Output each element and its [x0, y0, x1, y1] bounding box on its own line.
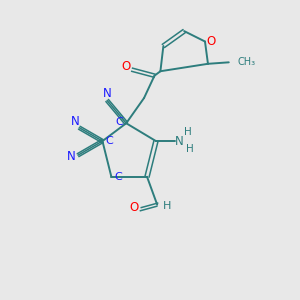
Text: H: H: [184, 127, 192, 136]
Text: H: H: [186, 144, 194, 154]
Text: CH₃: CH₃: [237, 57, 255, 67]
Text: C: C: [115, 117, 123, 128]
Text: N: N: [67, 150, 76, 163]
Text: O: O: [206, 35, 216, 48]
Text: N: N: [70, 115, 79, 128]
Text: O: O: [130, 201, 139, 214]
Text: N: N: [175, 135, 184, 148]
Text: H: H: [163, 201, 171, 211]
Text: N: N: [103, 87, 112, 100]
Text: C: C: [114, 172, 122, 182]
Text: O: O: [122, 60, 131, 73]
Text: C: C: [105, 136, 113, 146]
